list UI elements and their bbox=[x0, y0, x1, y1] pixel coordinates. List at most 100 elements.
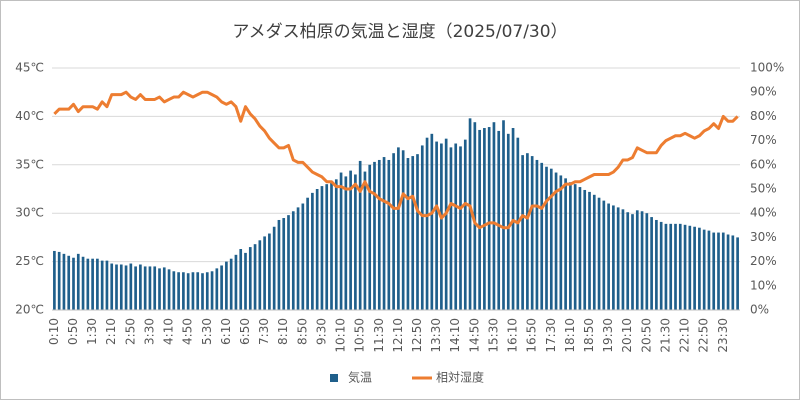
bar bbox=[325, 184, 329, 310]
bar bbox=[76, 253, 80, 310]
x-tick-label: 22:50 bbox=[697, 318, 711, 353]
bar bbox=[717, 232, 720, 310]
y2-tick-label: 30% bbox=[750, 230, 777, 244]
bar bbox=[659, 221, 663, 310]
bar bbox=[693, 226, 696, 310]
bar bbox=[110, 263, 114, 310]
x-tick-label: 14:50 bbox=[467, 318, 481, 353]
bar bbox=[225, 261, 228, 310]
y-tick-label: 35℃ bbox=[15, 157, 44, 171]
bar bbox=[688, 225, 692, 310]
bar bbox=[640, 211, 644, 310]
bar bbox=[139, 264, 142, 310]
bar bbox=[721, 232, 725, 310]
bar bbox=[478, 129, 481, 310]
bar bbox=[731, 235, 735, 310]
bar bbox=[349, 170, 352, 310]
bar bbox=[583, 189, 587, 310]
bar bbox=[497, 130, 501, 310]
bar bbox=[736, 237, 739, 310]
bar bbox=[158, 268, 161, 310]
bar bbox=[129, 263, 133, 310]
bar bbox=[100, 260, 104, 310]
x-tick-label: 16:10 bbox=[506, 318, 520, 353]
bar bbox=[678, 223, 682, 310]
y2-tick-label: 40% bbox=[750, 206, 777, 220]
bar bbox=[287, 215, 290, 310]
x-tick-label: 0:10 bbox=[47, 318, 61, 345]
x-tick-label: 17:30 bbox=[544, 318, 558, 353]
y-tick-label: 45℃ bbox=[15, 61, 44, 75]
x-tick-label: 7:30 bbox=[257, 318, 271, 345]
x-tick-label: 18:50 bbox=[582, 318, 596, 353]
bar bbox=[315, 189, 319, 310]
x-tick-label: 0:50 bbox=[66, 318, 80, 345]
legend-label: 相対湿度 bbox=[436, 370, 484, 385]
bar bbox=[306, 197, 309, 310]
x-tick-label: 2:10 bbox=[104, 318, 118, 345]
x-tick-label: 10:10 bbox=[334, 318, 348, 353]
bar bbox=[373, 161, 376, 310]
x-tick-label: 5:30 bbox=[200, 318, 214, 345]
bar bbox=[354, 174, 357, 310]
bar bbox=[296, 207, 300, 310]
bar bbox=[459, 146, 462, 310]
y2-tick-label: 80% bbox=[750, 109, 777, 123]
bar bbox=[239, 249, 243, 310]
x-tick-label: 6:50 bbox=[238, 318, 252, 345]
bar bbox=[119, 264, 123, 310]
bar bbox=[712, 232, 716, 310]
bar bbox=[726, 234, 730, 310]
x-tick-label: 20:50 bbox=[639, 318, 653, 353]
x-tick-label: 10:50 bbox=[353, 318, 367, 353]
x-tick-label: 15:30 bbox=[486, 318, 500, 353]
y-tick-label: 20℃ bbox=[15, 303, 44, 317]
bar bbox=[483, 128, 486, 310]
bar bbox=[72, 257, 75, 310]
bar bbox=[272, 226, 276, 310]
x-tick-label: 22:10 bbox=[678, 318, 692, 353]
y2-tick-label: 90% bbox=[750, 85, 777, 99]
bar bbox=[277, 219, 281, 310]
bar bbox=[248, 247, 252, 310]
y2-tick-label: 60% bbox=[750, 157, 777, 171]
bar bbox=[616, 207, 620, 310]
bar bbox=[468, 118, 472, 310]
x-tick-label: 18:10 bbox=[563, 318, 577, 353]
x-tick-label: 12:50 bbox=[410, 318, 424, 353]
bar bbox=[210, 271, 214, 310]
bar bbox=[234, 254, 238, 310]
bar bbox=[177, 272, 180, 310]
bar bbox=[134, 266, 137, 310]
bar bbox=[530, 156, 534, 310]
bar bbox=[683, 224, 687, 310]
x-tick-label: 4:10 bbox=[162, 318, 176, 345]
y2-tick-label: 0% bbox=[750, 303, 769, 317]
bar bbox=[569, 182, 572, 310]
bar bbox=[597, 197, 601, 310]
bar bbox=[363, 171, 367, 310]
bar bbox=[86, 258, 90, 310]
bar bbox=[253, 244, 257, 310]
bar bbox=[549, 168, 553, 310]
bar bbox=[559, 175, 563, 310]
bar bbox=[258, 240, 262, 310]
x-tick-label: 9:30 bbox=[314, 318, 328, 345]
bar bbox=[167, 269, 171, 310]
bar bbox=[320, 186, 324, 310]
bar bbox=[268, 233, 271, 310]
y-tick-label: 40℃ bbox=[15, 109, 44, 123]
x-tick-label: 16:50 bbox=[525, 318, 539, 353]
bar bbox=[368, 164, 372, 310]
bar bbox=[449, 147, 453, 310]
bar bbox=[196, 272, 200, 310]
bar bbox=[612, 205, 615, 310]
bar bbox=[67, 255, 71, 310]
bar bbox=[334, 179, 338, 310]
x-tick-label: 12:10 bbox=[391, 318, 405, 353]
bar bbox=[416, 154, 419, 310]
bar bbox=[631, 214, 634, 310]
bar bbox=[406, 158, 410, 310]
bar bbox=[435, 141, 438, 310]
